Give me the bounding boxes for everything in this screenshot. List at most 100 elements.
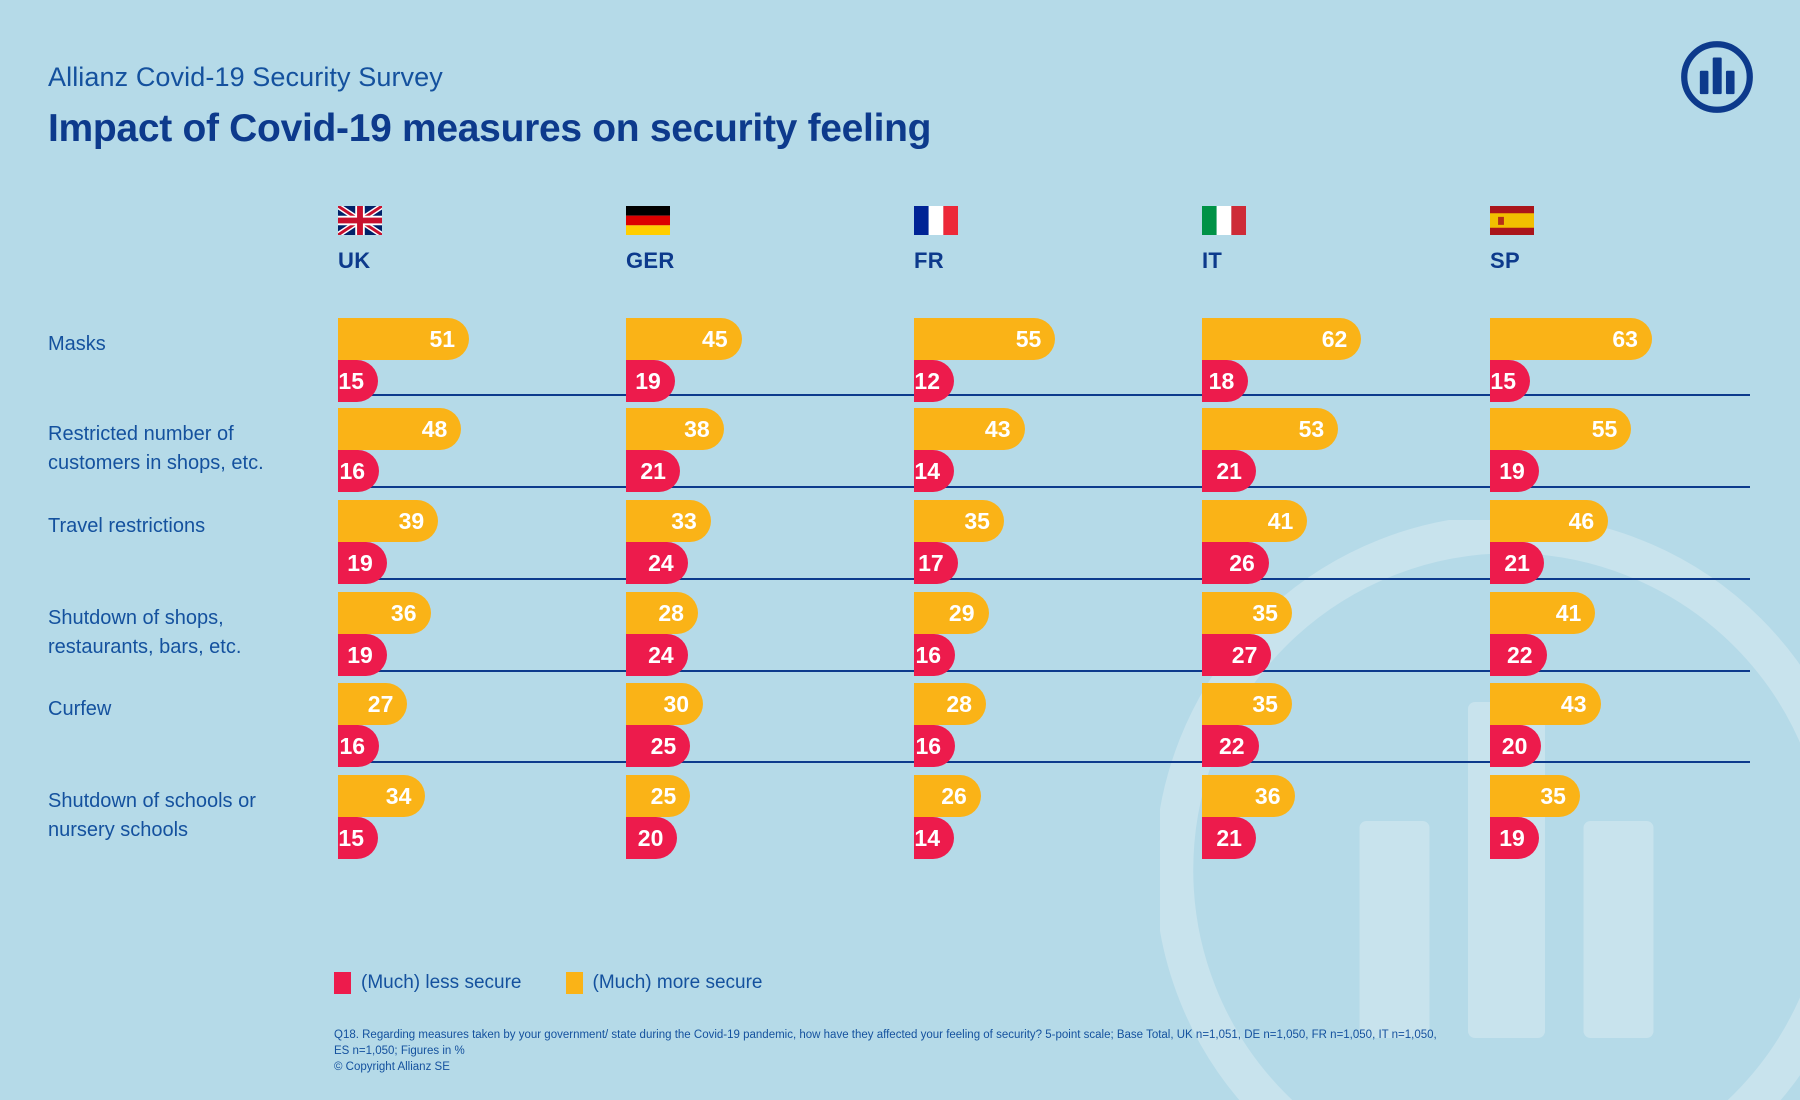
bar-less-secure-fr-row3: 17	[914, 542, 958, 584]
bar-less-secure-ger-row6: 20	[626, 817, 678, 859]
bar-more-secure-it-row2: 53	[1202, 408, 1339, 450]
bar-less-secure-uk-row1: 15	[338, 360, 378, 402]
bar-more-secure-sp-row6: 35	[1490, 775, 1580, 817]
column-header-fr: FR	[914, 206, 1094, 274]
country-code-sp: SP	[1490, 248, 1520, 273]
bar-more-secure-ger-row1: 45	[626, 318, 742, 360]
bar-more-secure-ger-row3: 33	[626, 500, 711, 542]
bar-less-secure-fr-row5: 16	[914, 725, 956, 767]
bar-more-secure-fr-row4: 29	[914, 592, 989, 634]
row-label-6: Shutdown of schools or nursery schools	[48, 790, 256, 841]
bar-more-secure-ger-row2: 38	[626, 408, 724, 450]
bar-more-secure-it-row1: 62	[1202, 318, 1362, 360]
bar-less-secure-sp-row3: 21	[1490, 542, 1544, 584]
bar-more-secure-it-row6: 36	[1202, 775, 1295, 817]
row-divider-5	[338, 761, 1750, 763]
bar-less-secure-sp-row5: 20	[1490, 725, 1542, 767]
bar-less-secure-fr-row6: 14	[914, 817, 954, 859]
bar-more-secure-uk-row3: 39	[338, 500, 439, 542]
eyebrow-text: Allianz Covid-19 Security Survey	[48, 62, 443, 92]
bar-more-secure-uk-row4: 36	[338, 592, 431, 634]
footnote: Q18. Regarding measures taken by your go…	[334, 1027, 1454, 1075]
bar-less-secure-sp-row2: 19	[1490, 450, 1539, 492]
bar-less-secure-it-row6: 21	[1202, 817, 1256, 859]
page-title: Impact of Covid-19 measures on security …	[48, 107, 932, 150]
country-code-fr: FR	[914, 248, 944, 273]
row-label-5: Curfew	[48, 698, 112, 720]
bar-more-secure-it-row4: 35	[1202, 592, 1292, 634]
legend-swatch-more-secure	[565, 972, 583, 994]
legend: (Much) less secure (Much) more secure	[334, 972, 807, 994]
bar-more-secure-sp-row5: 43	[1490, 683, 1601, 725]
row-label-2: Restricted number of customers in shops,…	[48, 423, 264, 474]
bar-more-secure-it-row5: 35	[1202, 683, 1292, 725]
row-label-3: Travel restrictions	[48, 515, 206, 537]
italy-flag	[1202, 206, 1246, 235]
bar-less-secure-fr-row1: 12	[914, 360, 954, 402]
bar-less-secure-fr-row2: 14	[914, 450, 954, 492]
bar-less-secure-sp-row4: 22	[1490, 634, 1547, 676]
bar-less-secure-uk-row2: 16	[338, 450, 380, 492]
bar-less-secure-it-row3: 26	[1202, 542, 1269, 584]
bar-less-secure-ger-row1: 19	[626, 360, 675, 402]
header: Allianz Covid-19 Security Survey Impact …	[48, 62, 931, 151]
bar-less-secure-it-row5: 22	[1202, 725, 1259, 767]
bar-more-secure-sp-row1: 63	[1490, 318, 1652, 360]
legend-item-less-secure: (Much) less secure	[334, 972, 522, 994]
row-divider-3	[338, 578, 1750, 580]
bar-more-secure-fr-row5: 28	[914, 683, 986, 725]
legend-item-more-secure: (Much) more secure	[565, 972, 763, 994]
spain-flag	[1490, 206, 1534, 235]
bar-more-secure-it-row3: 41	[1202, 500, 1308, 542]
uk-flag-wrapper	[336, 203, 384, 238]
bar-more-secure-sp-row3: 46	[1490, 500, 1609, 542]
bar-less-secure-fr-row4: 16	[914, 634, 956, 676]
bar-less-secure-it-row1: 18	[1202, 360, 1249, 402]
bar-more-secure-fr-row6: 26	[914, 775, 981, 817]
column-header-it: IT	[1202, 206, 1382, 274]
italy-flag-wrapper	[1202, 206, 1246, 235]
bar-less-secure-ger-row2: 21	[626, 450, 680, 492]
bar-more-secure-uk-row5: 27	[338, 683, 408, 725]
column-header-sp: SP	[1490, 206, 1670, 274]
bar-less-secure-uk-row5: 16	[338, 725, 380, 767]
bar-more-secure-fr-row2: 43	[914, 408, 1025, 450]
legend-label-more-secure: (Much) more secure	[592, 972, 763, 993]
bar-less-secure-ger-row4: 24	[626, 634, 688, 676]
country-code-ger: GER	[626, 248, 675, 273]
bar-less-secure-uk-row3: 19	[338, 542, 387, 584]
legend-label-less-secure: (Much) less secure	[361, 972, 522, 993]
bar-more-secure-uk-row2: 48	[338, 408, 462, 450]
bar-more-secure-fr-row3: 35	[914, 500, 1004, 542]
allianz-logo	[1681, 41, 1753, 113]
legend-swatch-less-secure	[334, 972, 351, 994]
bar-more-secure-ger-row4: 28	[626, 592, 698, 634]
column-header-ger: GER	[626, 206, 806, 274]
bar-more-secure-uk-row1: 51	[338, 318, 470, 360]
germany-flag-wrapper	[626, 206, 670, 235]
france-flag-wrapper	[914, 206, 958, 235]
bar-more-secure-sp-row2: 55	[1490, 408, 1632, 450]
bar-more-secure-ger-row6: 25	[626, 775, 691, 817]
bar-less-secure-ger-row5: 25	[626, 725, 691, 767]
spain-flag-wrapper	[1490, 206, 1534, 235]
row-divider-1	[338, 394, 1750, 396]
row-divider-4	[338, 670, 1750, 672]
bar-less-secure-sp-row6: 19	[1490, 817, 1539, 859]
bar-less-secure-sp-row1: 15	[1490, 360, 1530, 402]
row-label-1: Masks	[48, 333, 106, 355]
footnote-question: Q18. Regarding measures taken by your go…	[334, 1029, 1437, 1057]
country-code-it: IT	[1202, 248, 1223, 273]
bar-more-secure-fr-row1: 55	[914, 318, 1056, 360]
bar-less-secure-uk-row4: 19	[338, 634, 387, 676]
bar-less-secure-it-row4: 27	[1202, 634, 1272, 676]
bar-more-secure-ger-row5: 30	[626, 683, 704, 725]
bar-less-secure-uk-row6: 15	[338, 817, 378, 859]
uk-flag	[336, 203, 384, 238]
bar-less-secure-it-row2: 21	[1202, 450, 1256, 492]
row-divider-2	[338, 486, 1750, 488]
row-label-4: Shutdown of shops, restaurants, bars, et…	[48, 607, 242, 658]
bar-more-secure-sp-row4: 41	[1490, 592, 1596, 634]
